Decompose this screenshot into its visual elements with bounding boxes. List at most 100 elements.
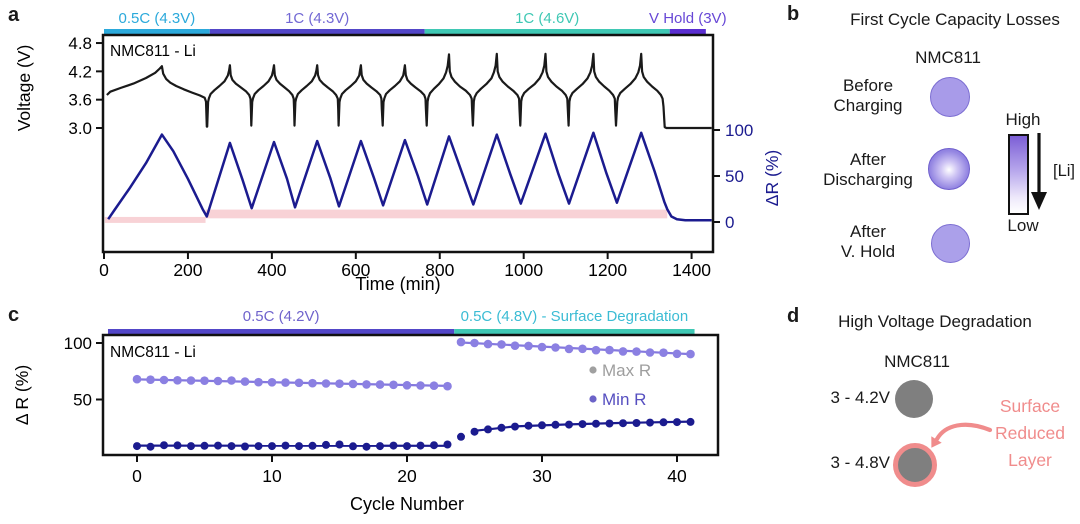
max-r-data-point [281,378,290,387]
min-r-data-point [416,441,425,450]
panel-a-annotation: NMC811 - Li [110,43,196,60]
panel-a-letter: a [8,4,20,26]
max-r-data-point [389,380,398,390]
callout-line: Surface [999,396,1061,416]
y-left-axis-title: Voltage (V) [14,45,34,132]
condition-bar-label: 0.5C (4.2V) [243,308,320,325]
y-right-tick-label: 50 [725,167,744,186]
callout-line: Layer [1008,450,1052,470]
surface-reduced-layer-callout: Surface Reduced Layer [970,393,1080,474]
condition-bar [104,29,210,35]
panel-a-chart: 0.5C (4.3V) 1C (4.3V) 1C (4.6V) V Hold (3V)… [14,10,782,294]
x-tick-label: 1400 [672,260,711,280]
min-r-data-point [673,418,681,427]
min-r-data-point [254,442,263,451]
legend-dot-icon [589,395,597,403]
y-axis-title: Δ R (%) [12,365,32,425]
y-right-tick-label: 100 [725,121,753,140]
min-r-data-point [268,442,276,451]
curved-arrow-icon [931,422,993,448]
panel-d-letter: d [787,305,800,327]
condition-bar [107,329,455,335]
max-r-data-point [551,343,560,352]
li-scale-high-label: High [1005,110,1041,129]
condition-bar-label: 1C (4.6V) [515,10,579,27]
min-r-data-point [578,420,587,429]
max-r-data-point [416,381,425,390]
panel-c-chart: 0.5C (4.2V) 0.5C (4.8V) - Surface Degrada… [12,308,720,514]
x-tick-label: 1200 [588,260,627,280]
voltage-range-1-label: 3 - 4.2V [830,388,890,407]
x-axis-title: Time (min) [355,274,440,294]
max-r-data-point [564,344,574,354]
panel-c-letter: c [8,304,20,326]
min-r-data-point [619,419,627,428]
min-r-data-point [511,422,519,431]
y-left-tick-label: 4.2 [68,62,92,81]
nmc811-after-vhold-circle [931,224,970,263]
x-tick-label: 20 [397,466,417,486]
callout-line: Reduced [994,423,1066,443]
max-r-data-point [632,347,641,356]
row-after-vhold-label: After V. Hold [798,222,938,262]
max-r-data-point [591,345,601,355]
row-label-line: After [850,222,886,241]
min-r-data-point [403,442,411,451]
panel-b-material-label: NMC811 [915,48,981,67]
max-r-data-point [308,378,317,388]
min-r-data-point [646,418,654,427]
condition-bar-label: 0.5C (4.3V) [119,10,196,27]
down-arrow-icon [1031,133,1047,210]
max-r-data-point [618,347,628,356]
max-r-trend-line [136,378,448,387]
y-left-tick-label: 4.8 [68,34,92,53]
min-r-data-point [376,442,384,451]
min-r-data-point [187,442,195,451]
panel-b: b First Cycle Capacity Losses NMC811 Bef… [760,0,1080,300]
nmc811-low-voltage-circle [895,380,933,418]
max-r-data-point [497,340,506,349]
max-r-data-point [510,341,520,350]
max-r-data-point [132,374,142,384]
min-r-data-point [443,440,452,449]
panel-d-title: High Voltage Degradation [838,312,1032,331]
x-tick-label: 30 [532,466,552,486]
min-r-data-point [538,421,546,430]
panel-c-annotation: NMC811 - Li [110,344,196,361]
max-r-data-point [321,379,331,388]
min-r-data-point [308,441,317,450]
max-r-data-point [335,379,344,388]
max-r-data-point [443,381,452,391]
max-r-data-point [362,380,371,389]
nmc811-high-voltage-circle-with-surface-layer [893,443,937,487]
min-r-data-point [565,420,573,429]
condition-bar [454,329,695,335]
row-label-line: Charging [833,96,903,115]
x-tick-label: 1000 [504,260,543,280]
min-r-data-point [133,442,141,451]
legend-dot-icon [589,366,597,374]
max-r-data-point [483,339,493,349]
min-r-data-point [146,442,155,451]
max-r-data-point [402,381,412,390]
x-tick-label: 200 [173,260,202,280]
min-r-data-point [160,441,168,450]
max-r-data-point [524,341,533,351]
max-r-data-point [294,378,304,388]
x-axis-title: Cycle Number [350,494,464,514]
panel-d: d High Voltage Degradation NMC811 3 - 4.… [760,300,1080,524]
max-r-data-point [186,376,196,385]
max-r-data-point [173,376,182,385]
max-r-data-point [645,348,655,357]
y-tick-label: 100 [64,334,92,353]
max-r-data-point [146,375,155,384]
max-r-data-point [659,348,668,357]
row-label-line: Discharging [823,170,913,189]
x-tick-label: 600 [341,260,370,280]
delta-r-curve [107,131,712,222]
y-left-tick-label: 3.6 [68,91,92,110]
min-r-data-point [457,432,465,441]
min-r-data-point [241,442,249,451]
max-r-data-point [605,345,614,355]
min-r-data-point [524,421,533,430]
